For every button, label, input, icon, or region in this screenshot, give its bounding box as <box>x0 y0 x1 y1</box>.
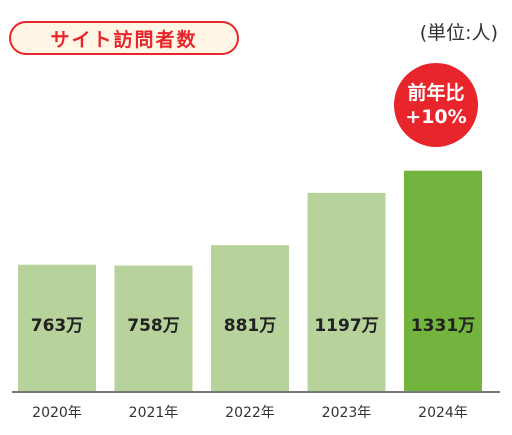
yoy-badge-value: +10% <box>405 106 467 128</box>
x-tick-label-1: 2021年 <box>129 405 179 421</box>
x-tick-label-0: 2020年 <box>32 405 82 421</box>
data-label-3: 1197万 <box>314 316 378 336</box>
chart-title-pill: サイト訪問者数 <box>9 21 239 55</box>
data-label-0: 763万 <box>31 316 84 336</box>
bar-0 <box>18 264 96 391</box>
data-label-4: 1331万 <box>411 316 475 336</box>
chart-title: サイト訪問者数 <box>50 28 198 51</box>
yoy-badge-label: 前年比 <box>407 82 465 104</box>
bar-2 <box>211 245 289 391</box>
x-tick-label-3: 2023年 <box>322 405 372 421</box>
data-label-2: 881万 <box>224 316 277 336</box>
yoy-badge: 前年比 +10% <box>394 63 478 147</box>
data-label-1: 758万 <box>127 316 180 336</box>
bar-4 <box>404 170 482 391</box>
unit-label: (単位:人) <box>419 22 498 44</box>
bar-1 <box>114 265 193 391</box>
x-tick-label-2: 2022年 <box>225 405 275 421</box>
x-tick-label-4: 2024年 <box>418 405 468 421</box>
bar-3 <box>307 192 386 391</box>
